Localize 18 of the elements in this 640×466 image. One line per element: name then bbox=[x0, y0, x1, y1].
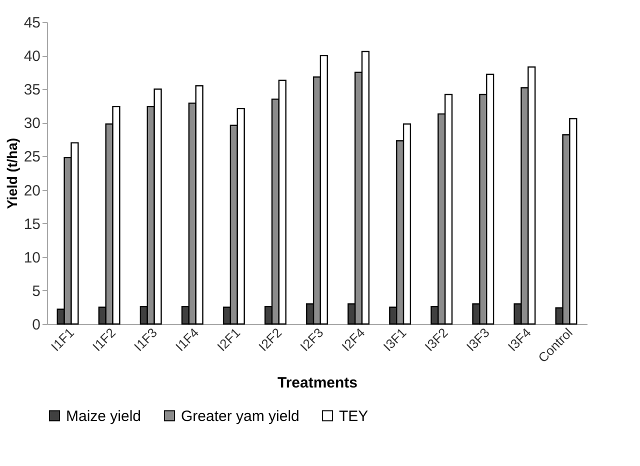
y-tick-label: 40 bbox=[24, 48, 40, 66]
legend-label: Greater yam yield bbox=[181, 408, 300, 425]
y-tick-label: 5 bbox=[32, 282, 40, 300]
legend-label: TEY bbox=[339, 408, 368, 425]
y-tick-label: 45 bbox=[24, 14, 40, 32]
y-axis-title: Yield (t/ha) bbox=[4, 138, 20, 210]
x-tick-label: I3F1 bbox=[380, 325, 410, 354]
y-tick-label: 0 bbox=[32, 316, 40, 334]
y-tick-label: 15 bbox=[24, 216, 40, 233]
x-tick-label: I1F1 bbox=[48, 325, 77, 354]
y-tick-label: 10 bbox=[24, 249, 40, 266]
x-tick-label: I2F1 bbox=[214, 325, 244, 354]
y-tick-label: 30 bbox=[24, 115, 40, 132]
y-tick-label: 35 bbox=[24, 82, 40, 99]
y-tick-label: 25 bbox=[24, 148, 40, 166]
y-tick-label: 20 bbox=[24, 182, 40, 200]
legend-label: Maize yield bbox=[66, 408, 142, 425]
x-axis-title: Treatments bbox=[277, 374, 358, 392]
